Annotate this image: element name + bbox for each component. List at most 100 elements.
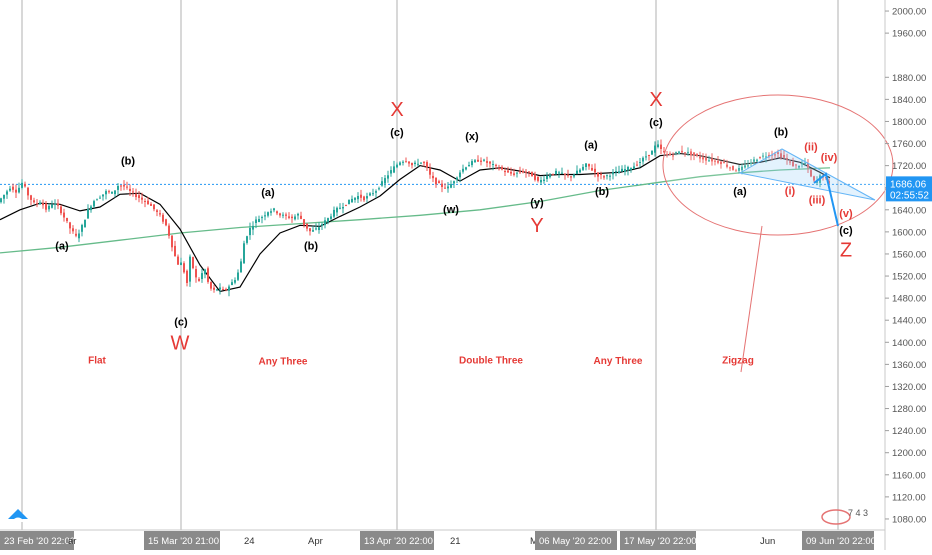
wedge-triangle bbox=[738, 148, 876, 201]
candle-body bbox=[621, 168, 623, 172]
candle-body bbox=[483, 159, 485, 161]
candle-body bbox=[765, 156, 767, 158]
candle-body bbox=[804, 163, 806, 164]
candle-body bbox=[366, 196, 368, 199]
candle-body bbox=[345, 204, 347, 206]
wave-label: (b) bbox=[774, 126, 788, 138]
candle-body bbox=[219, 287, 221, 290]
price-tick-label: 2000.00 bbox=[892, 7, 926, 18]
annotations bbox=[662, 94, 894, 373]
time-label-badge bbox=[144, 531, 220, 550]
candle-body bbox=[813, 176, 815, 181]
candle-body bbox=[678, 151, 680, 155]
candle-body bbox=[18, 187, 20, 193]
price-tick-label: 1160.00 bbox=[892, 470, 926, 481]
candle-body bbox=[744, 165, 746, 168]
candle-body bbox=[708, 160, 710, 162]
candle-body bbox=[267, 212, 269, 216]
candle-body bbox=[252, 225, 254, 230]
candle-body bbox=[321, 224, 323, 226]
candle-body bbox=[741, 166, 743, 171]
candle-body bbox=[216, 289, 218, 291]
candle-body bbox=[285, 214, 287, 216]
wave-label: Z bbox=[840, 240, 852, 262]
candle-body bbox=[354, 197, 356, 200]
candle-body bbox=[210, 282, 212, 289]
candle-body bbox=[324, 220, 326, 226]
candle-body bbox=[42, 203, 44, 206]
candle-body bbox=[546, 176, 548, 179]
current-price-badge bbox=[886, 176, 932, 202]
price-tick-label: 1760.00 bbox=[892, 139, 926, 150]
candle-body bbox=[750, 162, 752, 164]
candle-body bbox=[648, 155, 650, 156]
candle-body bbox=[672, 155, 674, 157]
candle-body bbox=[237, 272, 239, 280]
candle-body bbox=[720, 161, 722, 165]
candle-body bbox=[93, 201, 95, 207]
candle-body bbox=[57, 203, 59, 206]
candle-body bbox=[246, 236, 248, 243]
wave-label: (b) bbox=[304, 241, 318, 253]
candle-body bbox=[129, 188, 131, 191]
candle-body bbox=[297, 213, 299, 216]
candle-body bbox=[783, 155, 785, 158]
candle-body bbox=[255, 219, 257, 223]
candle-body bbox=[684, 152, 686, 154]
current-price-label: 1686.06 bbox=[890, 179, 927, 190]
candle-body bbox=[258, 219, 260, 222]
candle-body bbox=[666, 154, 668, 155]
candle-body bbox=[801, 163, 803, 165]
candle-body bbox=[264, 215, 266, 217]
time-label-badge bbox=[0, 531, 74, 550]
candle-body bbox=[426, 162, 428, 168]
time-label: 06 May '20 22:00 bbox=[539, 536, 612, 547]
candle-body bbox=[576, 170, 578, 175]
candle-body bbox=[624, 169, 626, 172]
candle-body bbox=[375, 191, 377, 193]
candle-body bbox=[726, 164, 728, 167]
candle-body bbox=[348, 199, 350, 205]
price-tick-label: 1720.00 bbox=[892, 161, 926, 172]
candle-body bbox=[468, 165, 470, 167]
candle-body bbox=[132, 191, 134, 193]
candle-body bbox=[747, 165, 749, 167]
candle-body bbox=[516, 172, 518, 174]
candle-body bbox=[84, 219, 86, 228]
candle-body bbox=[459, 172, 461, 178]
candle-body bbox=[498, 168, 500, 170]
candle-body bbox=[699, 156, 701, 159]
candle-body bbox=[261, 217, 263, 219]
candle-body bbox=[531, 172, 533, 177]
candle-body bbox=[198, 278, 200, 281]
candle-body bbox=[123, 185, 125, 187]
candle-body bbox=[249, 228, 251, 236]
wave-label: (a) bbox=[584, 140, 598, 152]
candle-body bbox=[597, 172, 599, 177]
pattern-label: Any Three bbox=[594, 356, 643, 367]
price-tick-label: 1800.00 bbox=[892, 117, 926, 128]
time-label: ar bbox=[68, 536, 76, 547]
projection-line bbox=[813, 172, 839, 227]
candle-body bbox=[717, 160, 719, 163]
candle-body bbox=[435, 177, 437, 185]
candle-body bbox=[642, 157, 644, 162]
candle-body bbox=[522, 171, 524, 173]
moving-average-long bbox=[0, 167, 831, 254]
price-tick-label: 1240.00 bbox=[892, 426, 926, 437]
candle-body bbox=[342, 207, 344, 209]
pattern-labels: Flat Any Three Double Three Any Three Zigzag bbox=[88, 355, 754, 367]
candle-body bbox=[549, 175, 551, 178]
candle-body bbox=[567, 174, 569, 176]
candle-body bbox=[561, 172, 563, 174]
candle-body bbox=[789, 161, 791, 163]
price-axis[interactable]: 1080.00 1120.00 1160.00 1200.00 1240.00 1280.… bbox=[884, 0, 932, 550]
candle-body bbox=[36, 203, 38, 205]
candle-body bbox=[336, 207, 338, 213]
candle-body bbox=[693, 152, 695, 156]
candle-body bbox=[558, 172, 560, 174]
candle-body bbox=[54, 203, 56, 205]
